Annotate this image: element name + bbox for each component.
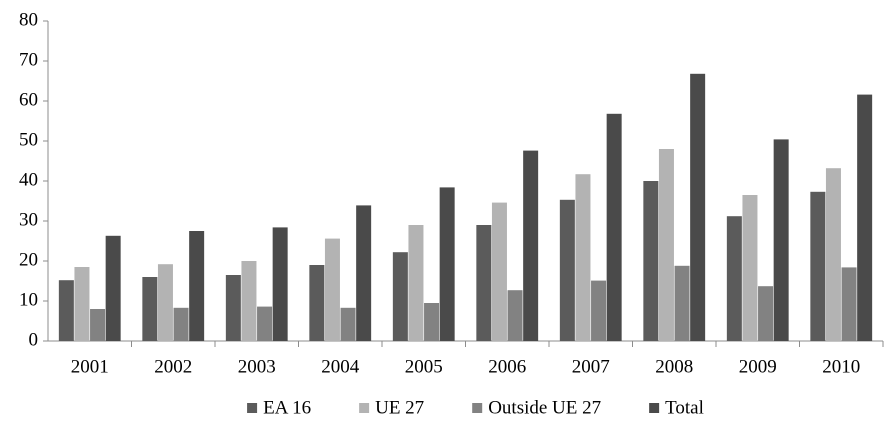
legend-label: Total <box>665 397 704 418</box>
y-tick-label: 80 <box>19 9 38 30</box>
bar <box>392 252 408 341</box>
bar <box>810 191 826 341</box>
x-tick-label: 2003 <box>238 356 276 377</box>
legend-swatch <box>649 403 660 413</box>
legend-swatch <box>247 403 258 413</box>
x-tick-label: 2002 <box>154 356 192 377</box>
bar <box>105 235 121 341</box>
bar <box>439 187 455 341</box>
bar <box>857 94 873 341</box>
bar <box>225 275 241 341</box>
y-tick-label: 10 <box>19 289 38 310</box>
x-tick-label: 2008 <box>655 356 693 377</box>
bar <box>58 280 74 341</box>
bar <box>157 264 173 341</box>
bar <box>742 195 758 341</box>
bar <box>758 286 774 341</box>
bar <box>324 238 340 341</box>
y-tick-label: 50 <box>19 129 38 150</box>
bar <box>272 227 288 341</box>
bar <box>173 307 189 341</box>
x-tick-label: 2001 <box>71 356 109 377</box>
bar <box>559 199 575 341</box>
y-tick-label: 40 <box>19 169 38 190</box>
bar <box>74 267 90 341</box>
bar <box>189 231 205 341</box>
bar <box>408 225 424 341</box>
bar <box>523 150 539 341</box>
y-tick-label: 0 <box>29 329 39 350</box>
x-tick-label: 2007 <box>572 356 610 377</box>
bar <box>424 303 440 341</box>
x-tick-label: 2005 <box>405 356 443 377</box>
x-tick-label: 2004 <box>321 356 360 377</box>
x-tick-label: 2009 <box>739 356 777 377</box>
bar <box>491 202 507 341</box>
bar <box>690 73 706 342</box>
bar <box>591 280 607 341</box>
x-tick-label: 2006 <box>488 356 526 377</box>
bar <box>309 265 325 341</box>
legend-swatch <box>359 403 370 413</box>
bar <box>241 261 257 341</box>
bar <box>257 306 273 341</box>
y-tick-label: 60 <box>19 89 38 110</box>
bar <box>356 205 372 341</box>
bar <box>340 307 356 341</box>
y-tick-label: 70 <box>19 49 38 70</box>
y-tick-label: 20 <box>19 249 38 270</box>
bar <box>674 265 690 341</box>
bar <box>643 181 659 341</box>
bar <box>773 139 789 341</box>
bar <box>726 216 742 341</box>
y-tick-label: 30 <box>19 209 38 230</box>
bar <box>606 113 622 341</box>
x-tick-label: 2010 <box>822 356 860 377</box>
bar <box>825 168 841 341</box>
bar <box>841 267 857 341</box>
bar <box>575 174 591 341</box>
bar <box>90 309 106 341</box>
bar <box>507 290 523 341</box>
bar <box>476 225 492 341</box>
legend-label: UE 27 <box>375 397 424 418</box>
bar <box>658 149 674 341</box>
legend-label: EA 16 <box>263 397 311 418</box>
bar <box>142 277 158 341</box>
legend-swatch <box>472 403 483 413</box>
legend-label: Outside UE 27 <box>488 397 601 418</box>
